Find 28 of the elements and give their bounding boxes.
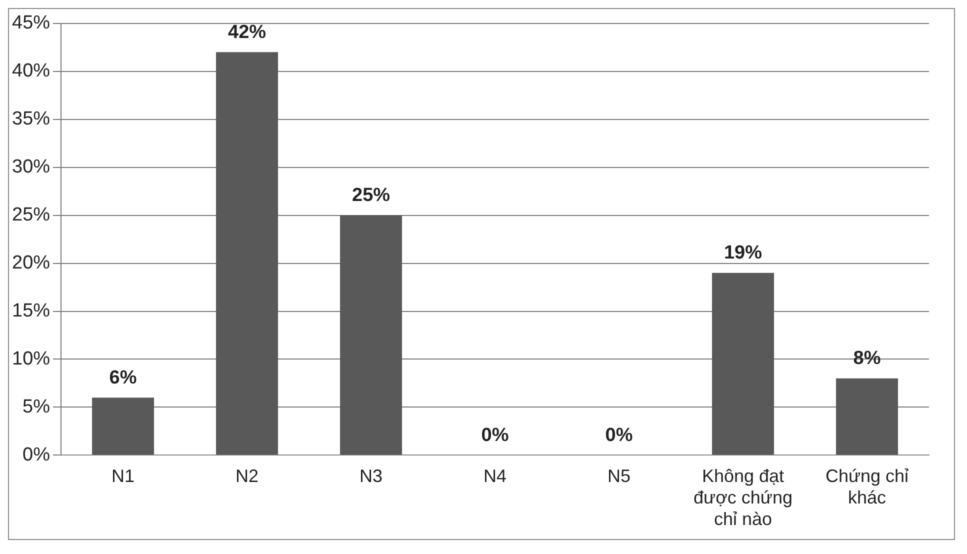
y-tick-label: 40% [12,60,50,82]
bar [340,215,402,455]
x-tick-label: N1 [112,466,135,486]
y-tick-label: 35% [12,108,50,130]
y-tick-label: 5% [22,396,50,418]
y-tick-label: 25% [12,204,50,226]
data-label: 0% [605,424,633,446]
x-tick-label: N3 [360,466,383,486]
data-label: 25% [352,185,390,206]
y-tick-label: 30% [12,156,50,178]
bar [216,52,278,455]
bar [92,398,154,455]
x-tick-label: N4 [484,466,507,486]
y-tick-label: 45% [12,12,50,34]
data-label: 19% [724,242,762,264]
bar [712,272,774,455]
data-label: 0% [481,424,509,446]
y-tick-label: 0% [22,444,50,466]
y-tick-label: 10% [12,348,50,370]
y-tick-label: 20% [12,252,50,274]
bar [836,378,898,455]
x-tick-label: N2 [236,466,259,486]
y-tick-label: 15% [12,300,50,322]
x-tick-label: Chứng chỉ khác [825,466,909,508]
data-label: 42% [228,22,266,43]
data-label: 6% [109,367,137,388]
x-tick-label: N5 [608,466,631,486]
x-tick-label: Không đạt được chứng chỉ nào [694,466,792,530]
